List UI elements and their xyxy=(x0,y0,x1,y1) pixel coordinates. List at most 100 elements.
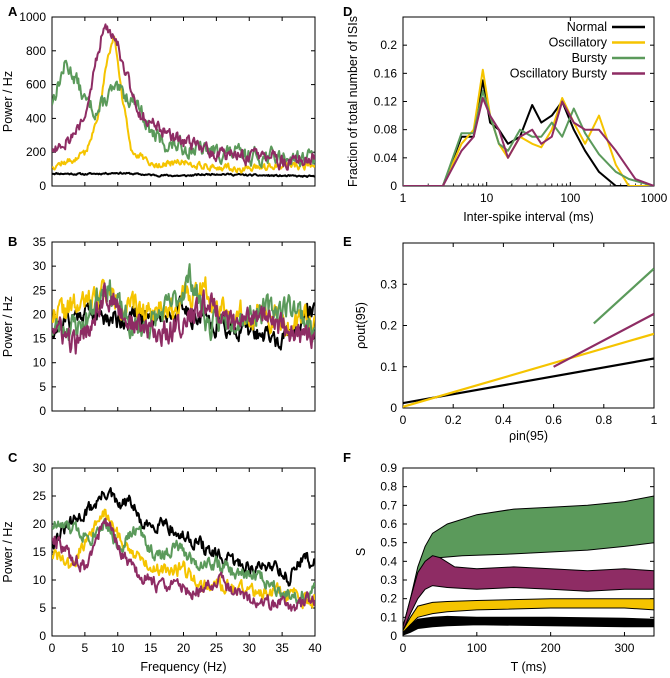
x-tick-label-d: 1000 xyxy=(641,191,668,205)
y-tick-label-b: 35 xyxy=(33,235,47,249)
plot-area-d xyxy=(403,68,654,186)
x-tick-label-c: 35 xyxy=(275,641,289,655)
series-bursty-d xyxy=(403,89,654,186)
y-tick-label-f: 0.9 xyxy=(380,461,397,475)
series-bursty-b xyxy=(52,263,315,343)
y-axis-label-b: Power / Hz xyxy=(1,296,15,357)
y-tick-label-a: 600 xyxy=(26,78,46,92)
y-tick-label-c: 5 xyxy=(39,601,46,615)
y-tick-label-c: 0 xyxy=(39,629,46,643)
x-tick-label-c: 15 xyxy=(144,641,158,655)
y-tick-label-e: 0.3 xyxy=(380,277,397,291)
x-tick-label-e: 1 xyxy=(651,413,658,427)
y-tick-label-f: 0.7 xyxy=(380,498,397,512)
y-tick-label-a: 1000 xyxy=(19,10,46,24)
x-tick-label-c: 5 xyxy=(82,641,89,655)
panel-label-f: F xyxy=(343,450,351,465)
x-axis-label-e: ρin(95) xyxy=(509,429,548,443)
plot-frame-e xyxy=(402,242,655,409)
y-tick-label-d: 0 xyxy=(390,179,397,193)
y-tick-label-d: 0.08 xyxy=(374,123,398,137)
x-tick-label-e: 0 xyxy=(400,413,407,427)
x-axis-label-c: Frequency (Hz) xyxy=(140,660,226,674)
x-tick-label-c: 10 xyxy=(111,641,125,655)
panel-label-d: D xyxy=(343,4,352,19)
x-tick-label-e: 0.2 xyxy=(445,413,462,427)
plot-area-b xyxy=(52,263,315,355)
series-oscillatory-a xyxy=(52,35,315,174)
y-axis-label-f: S xyxy=(354,548,368,556)
y-tick-label-b: 10 xyxy=(33,356,47,370)
y-tick-label-d: 0.2 xyxy=(380,38,397,52)
y-tick-label-b: 20 xyxy=(33,307,47,321)
band-oscillatory-bursty-f xyxy=(403,555,654,631)
panel-a: A 0 200 400 600 800 1000 Power / Hz xyxy=(1,4,316,193)
x-tick-label-c: 40 xyxy=(308,641,322,655)
panel-label-c: C xyxy=(8,450,18,465)
y-tick-label-f: 0.4 xyxy=(380,554,397,568)
x-tick-label-e: 0.6 xyxy=(545,413,562,427)
y-tick-label-a: 200 xyxy=(26,145,46,159)
band-normal-f xyxy=(403,615,654,636)
panel-f: F 0 0.1 0.2 0.3 0.4 0.5 0.6 0.7 0.8 0.9 0 100 200 300 T… xyxy=(343,450,655,674)
y-axis-label-a: Power / Hz xyxy=(1,71,15,132)
y-tick-label-c: 10 xyxy=(33,573,47,587)
x-tick-label-f: 0 xyxy=(400,641,407,655)
y-axis-label-e: ρout(95) xyxy=(354,302,368,349)
x-tick-label-c: 20 xyxy=(177,641,191,655)
x-tick-label-f: 200 xyxy=(541,641,561,655)
y-tick-label-a: 400 xyxy=(26,111,46,125)
series-oscillatory-d xyxy=(403,68,654,186)
y-tick-label-b: 0 xyxy=(39,404,46,418)
x-axis-label-f: T (ms) xyxy=(511,660,547,674)
series-oscillatory-bursty-d xyxy=(403,97,654,186)
y-axis-label-c: Power / Hz xyxy=(1,521,15,582)
x-tick-label-c: 30 xyxy=(243,641,257,655)
y-tick-label-f: 0.6 xyxy=(380,517,397,531)
x-tick-label-f: 100 xyxy=(467,641,487,655)
plot-frame-f xyxy=(402,467,655,637)
y-tick-label-d: 0.12 xyxy=(374,95,398,109)
y-tick-label-b: 5 xyxy=(39,380,46,394)
y-tick-label-d: 0.16 xyxy=(374,66,398,80)
x-tick-label-e: 0.8 xyxy=(595,413,612,427)
y-tick-label-c: 25 xyxy=(33,489,47,503)
y-axis-label-d: Fraction of total number of ISIs xyxy=(346,16,360,187)
y-tick-label-f: 0.1 xyxy=(380,610,397,624)
legend-label-oscillatory: Oscillatory xyxy=(549,36,608,50)
series-bursty-e xyxy=(593,267,654,325)
y-tick-label-a: 0 xyxy=(39,179,46,193)
legend-label-bursty: Bursty xyxy=(572,51,608,65)
y-tick-label-f: 0.2 xyxy=(380,592,397,606)
series-oscillatory-c xyxy=(52,508,315,610)
series-oscillatory-bursty-b xyxy=(52,282,315,355)
x-tick-label-d: 10 xyxy=(480,191,494,205)
panel-b: B 0 5 10 15 20 25 30 35 Power / Hz xyxy=(1,234,316,418)
y-tick-label-d: 0.04 xyxy=(374,151,398,165)
x-tick-label-d: 100 xyxy=(560,191,580,205)
plot-area-a xyxy=(52,23,315,178)
y-tick-label-f: 0.5 xyxy=(380,536,397,550)
y-tick-label-c: 20 xyxy=(33,517,47,531)
y-tick-label-e: 0.2 xyxy=(380,319,397,333)
legend-label-oscillatory-bursty: Oscillatory Bursty xyxy=(510,67,608,81)
x-tick-label-d: 1 xyxy=(400,191,407,205)
y-tick-label-c: 30 xyxy=(33,461,47,475)
series-oscillatory-bursty-c xyxy=(52,517,315,612)
panel-c: C 0 5 10 15 20 25 30 0 5 10 15 20 25 30 35 40 Frequency (… xyxy=(1,450,322,674)
x-tick-label-f: 300 xyxy=(614,641,634,655)
series-normal-c xyxy=(52,487,315,587)
y-tick-label-b: 25 xyxy=(33,283,47,297)
series-normal-d xyxy=(403,79,654,186)
panel-label-b: B xyxy=(8,234,17,249)
legend-label-normal: Normal xyxy=(567,20,607,34)
series-oscillatory-bursty-e xyxy=(553,312,654,368)
y-tick-label-f: 0.3 xyxy=(380,573,397,587)
panel-e: E 0 0.1 0.2 0.3 0 0.2 0.4 0.6 0.8 1 ρin(95) ρout(95) xyxy=(343,234,658,443)
x-tick-label-c: 0 xyxy=(49,641,56,655)
series-bursty-a xyxy=(52,59,315,169)
y-tick-label-a: 800 xyxy=(26,44,46,58)
series-oscillatory-e xyxy=(403,332,654,408)
